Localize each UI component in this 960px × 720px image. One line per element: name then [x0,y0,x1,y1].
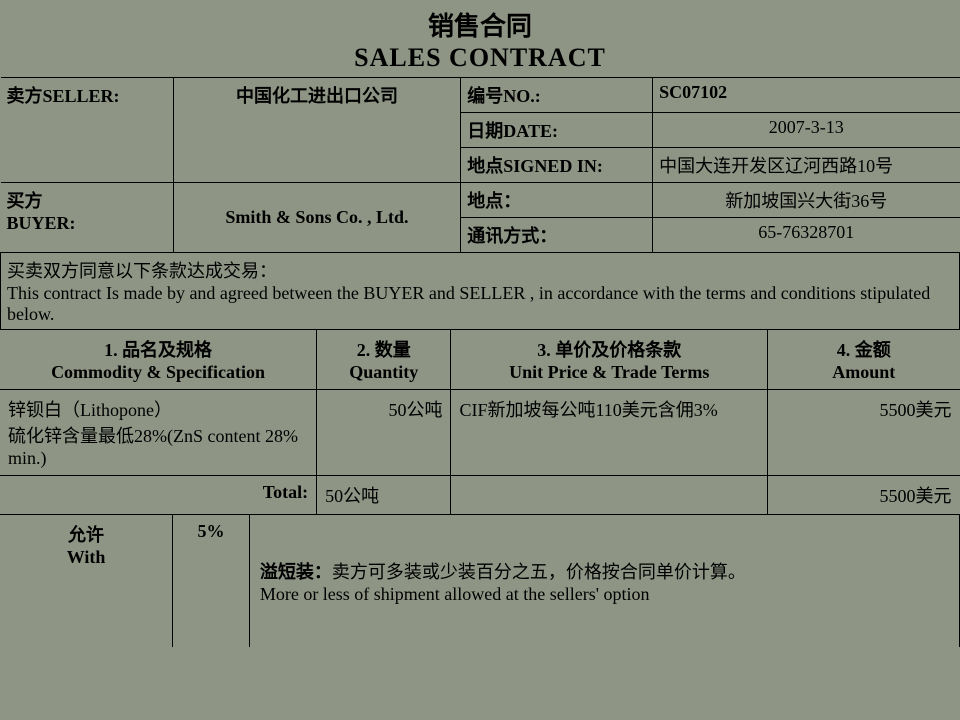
intro-en: This contract Is made by and agreed betw… [7,283,930,324]
col-commodity: 1. 品名及规格 Commodity & Specification [0,330,317,390]
allowance-text: 溢短装：卖方可多装或少装百分之五，价格按合同单价计算。 More or less… [249,515,959,647]
total-amount: 5500美元 [768,476,960,515]
total-row: Total: 50公吨 5500美元 [0,476,960,515]
allowance-en: More or less of shipment allowed at the … [260,584,650,604]
allowance-cn-prefix: 溢短装： [260,562,332,582]
signed-label: 地点SIGNED IN: [461,148,653,183]
allowance-pct: 5% [173,515,250,647]
item-amount: 5500美元 [768,390,960,476]
total-label: Total: [0,476,317,515]
title-en: SALES CONTRACT [0,43,960,73]
col3-cn: 3. 单价及价格条款 [537,340,681,360]
buyer-label: 买方 BUYER: [1,183,174,253]
allowance-with-cn: 允许 [68,525,104,545]
col4-cn: 4. 金额 [837,340,891,360]
allowance-row: 允许 With 5% 溢短装：卖方可多装或少装百分之五，价格按合同单价计算。 M… [0,515,960,648]
buyer-label-en: BUYER: [7,213,76,233]
item-price: CIF新加坡每公吨110美元含佣3% [451,390,768,476]
signed-value: 中国大连开发区辽河西路10号 [653,148,960,183]
no-value: SC07102 [653,78,960,113]
buyer-label-cn: 买方 [7,191,43,211]
sales-contract-page: 销售合同 SALES CONTRACT 卖方SELLER: 中国化工进出口公司 … [0,0,960,720]
title-cn: 销售合同 [0,6,960,43]
header-table: 卖方SELLER: 中国化工进出口公司 编号NO.: SC07102 日期DAT… [0,77,960,330]
item-spec: 锌钡白（Lithopone） 硫化锌含量最低28%(ZnS content 28… [0,390,317,476]
allowance-with-en: With [67,547,106,567]
allowance-cn: 卖方可多装或少装百分之五，价格按合同单价计算。 [332,562,746,582]
intro-cn: 买卖双方同意以下条款达成交易： [7,261,277,281]
col-price: 3. 单价及价格条款 Unit Price & Trade Terms [451,330,768,390]
contact-value: 65-76328701 [653,218,960,253]
date-label: 日期DATE: [461,113,653,148]
item-qty: 50公吨 [317,390,451,476]
total-qty: 50公吨 [317,476,451,515]
col4-en: Amount [832,362,895,382]
col1-cn: 1. 品名及规格 [104,340,212,360]
col-amount: 4. 金额 Amount [768,330,960,390]
items-table: 1. 品名及规格 Commodity & Specification 2. 数量… [0,330,960,647]
no-label: 编号NO.: [461,78,653,113]
table-row: 锌钡白（Lithopone） 硫化锌含量最低28%(ZnS content 28… [0,390,960,476]
item-spec-l1: 锌钡白（Lithopone） [8,400,172,420]
date-value: 2007-3-13 [653,113,960,148]
col2-cn: 2. 数量 [357,340,411,360]
addr-label: 地点： [461,183,653,218]
seller-name: 中国化工进出口公司 [173,78,461,183]
col2-en: Quantity [349,362,418,382]
col1-en: Commodity & Specification [51,362,265,382]
buyer-name: Smith & Sons Co. , Ltd. [173,183,461,253]
col-quantity: 2. 数量 Quantity [317,330,451,390]
intro-text: 买卖双方同意以下条款达成交易： This contract Is made by… [1,253,960,330]
total-price-empty [451,476,768,515]
title-block: 销售合同 SALES CONTRACT [0,0,960,77]
seller-label: 卖方SELLER: [1,78,174,183]
contact-label: 通讯方式： [461,218,653,253]
item-spec-l2: 硫化锌含量最低28%(ZnS content 28% min.) [8,426,298,468]
allowance-with: 允许 With [0,515,173,647]
col3-en: Unit Price & Trade Terms [509,362,709,382]
addr-value: 新加坡国兴大街36号 [653,183,960,218]
